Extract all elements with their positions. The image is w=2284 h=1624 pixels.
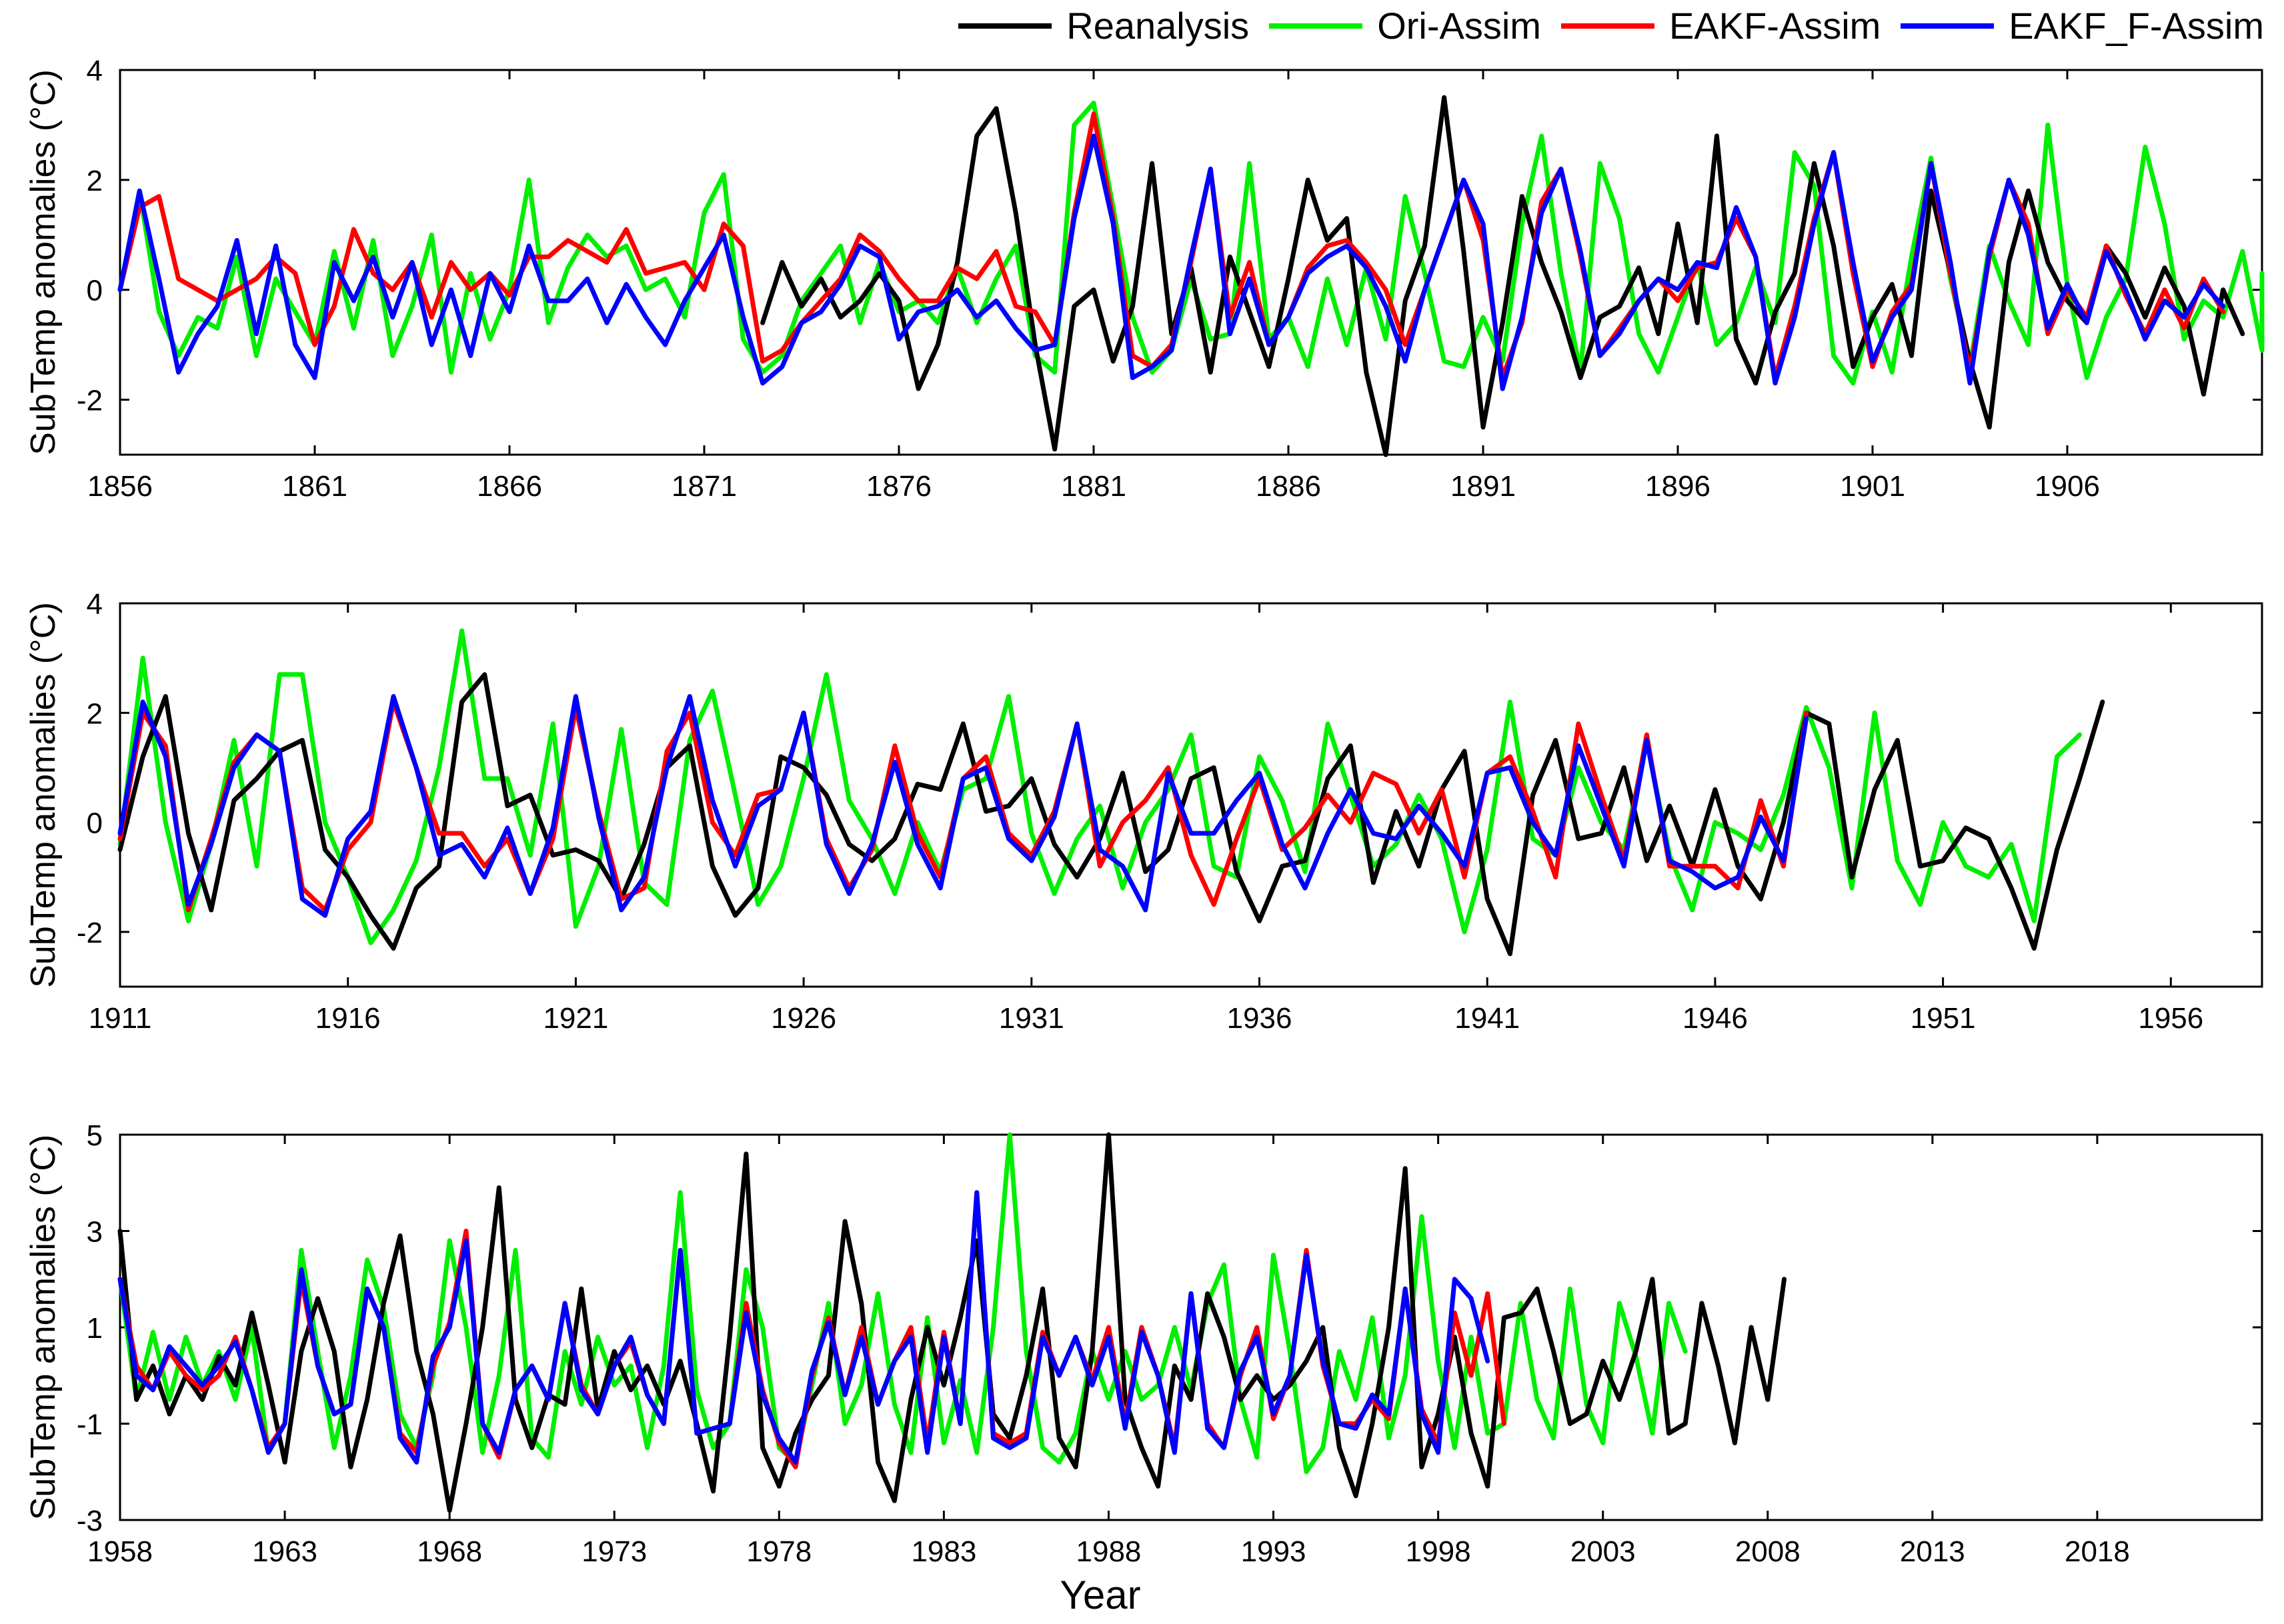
y-axis-label: SubTemp anomalies (°C) (24, 602, 63, 988)
legend-label-ori-assim: Ori-Assim (1377, 5, 1541, 47)
axes-frame (119, 69, 2263, 456)
x-tick-label: 2003 (1570, 1535, 1636, 1568)
x-tick-label: 1906 (2035, 470, 2100, 503)
legend: Reanalysis Ori-Assim EAKF-Assim EAKF_F-A… (938, 4, 2264, 47)
x-tick-label: 1896 (1645, 470, 1710, 503)
x-tick-label: 1926 (771, 1002, 836, 1035)
x-tick-label: 1951 (1911, 1002, 1976, 1035)
x-tick-label: 2018 (2065, 1535, 2130, 1568)
series-line-reanalysis (117, 1132, 1787, 1513)
legend-label-reanalysis: Reanalysis (1066, 5, 1250, 47)
x-tick-label: 1993 (1241, 1535, 1306, 1568)
series-line-ori-assim (117, 1132, 1688, 1475)
legend-swatch-ori-assim (1269, 23, 1363, 29)
y-tick-label: 4 (87, 588, 103, 621)
y-tick-label: 2 (87, 165, 103, 197)
legend-entry-ori-assim: Ori-Assim (1269, 4, 1541, 47)
x-tick-label: 1983 (911, 1535, 976, 1568)
legend-entry-eakf-assim: EAKF-Assim (1560, 4, 1881, 47)
x-tick-label: 2008 (1735, 1535, 1801, 1568)
series-line-ori-assim (117, 628, 2083, 945)
x-axis-label: Year (1060, 1573, 1141, 1617)
x-tick-label: 1946 (1682, 1002, 1748, 1035)
y-tick-label: 4 (87, 55, 103, 87)
x-tick-label: 1931 (999, 1002, 1064, 1035)
x-tick-label: 1958 (87, 1535, 153, 1568)
x-tick-label: 1936 (1227, 1002, 1292, 1035)
legend-label-eakf-f-assim: EAKF_F-Assim (2009, 5, 2264, 47)
x-tick-label: 1921 (543, 1002, 608, 1035)
series-line-eakf-f-assim (117, 694, 1809, 918)
x-tick-label: 1998 (1406, 1535, 1471, 1568)
y-tick-label: 0 (87, 807, 103, 840)
x-tick-label: 1901 (1840, 470, 1905, 503)
x-tick-label: 1956 (2138, 1002, 2203, 1035)
y-tick-label: 2 (87, 697, 103, 730)
panel-1958-2023: 1958 1963 1968 1973 1978 1983 1988 1993 1998 2003… (24, 1119, 2263, 1568)
y-tick-label: -3 (77, 1505, 103, 1537)
x-tick-label: 1886 (1256, 470, 1321, 503)
x-tick-label: 1861 (282, 470, 347, 503)
series-line-eakf-f-assim (117, 133, 2226, 391)
panel-1856-1911: 1856 1861 1866 1871 1876 1881 1886 1891 1896 1901… (24, 55, 2265, 503)
legend-label-eakf-assim: EAKF-Assim (1668, 5, 1881, 47)
x-tick-label: 1916 (315, 1002, 381, 1035)
x-tick-label: 1973 (582, 1535, 647, 1568)
y-tick-label: 1 (87, 1312, 103, 1345)
x-tick-label: 1891 (1450, 470, 1516, 503)
y-tick-label: 5 (87, 1119, 103, 1152)
panel-1911-1958: 1911 1916 1921 1926 1931 1936 1941 1946 1951 1956… (24, 588, 2263, 1035)
y-tick-label: 3 (87, 1216, 103, 1249)
legend-swatch-eakf-f-assim (1901, 23, 1995, 29)
series-line-ori-assim (117, 101, 2265, 386)
x-tick-label: 1856 (87, 470, 153, 503)
x-tick-label: 1978 (746, 1535, 812, 1568)
series-line-reanalysis (117, 672, 2105, 957)
y-tick-label: 0 (87, 275, 103, 307)
legend-swatch-reanalysis (958, 23, 1052, 29)
x-tick-label: 1941 (1454, 1002, 1520, 1035)
x-tick-label: 2013 (1900, 1535, 1965, 1568)
legend-swatch-eakf-assim (1560, 23, 1654, 29)
x-tick-label: 1871 (672, 470, 737, 503)
x-tick-label: 1911 (89, 1002, 152, 1035)
series-line-reanalysis (760, 95, 2245, 457)
y-tick-label: -1 (77, 1409, 103, 1441)
x-tick-label: 1968 (417, 1535, 482, 1568)
x-tick-label: 1876 (866, 470, 932, 503)
axes-frame (119, 602, 2263, 988)
y-tick-label: -2 (77, 917, 103, 949)
y-tick-label: -2 (77, 385, 103, 417)
legend-entry-reanalysis: Reanalysis (958, 4, 1249, 47)
x-tick-label: 1988 (1076, 1535, 1142, 1568)
legend-entry-eakf-f-assim: EAKF_F-Assim (1901, 4, 2264, 47)
y-axis-label: SubTemp anomalies (°C) (24, 69, 63, 455)
y-axis-label: SubTemp anomalies (°C) (24, 1135, 63, 1521)
x-tick-label: 1881 (1061, 470, 1126, 503)
x-tick-label: 1866 (477, 470, 542, 503)
x-tick-label: 1963 (252, 1535, 317, 1568)
series-line-eakf-f-assim (117, 1190, 1490, 1465)
